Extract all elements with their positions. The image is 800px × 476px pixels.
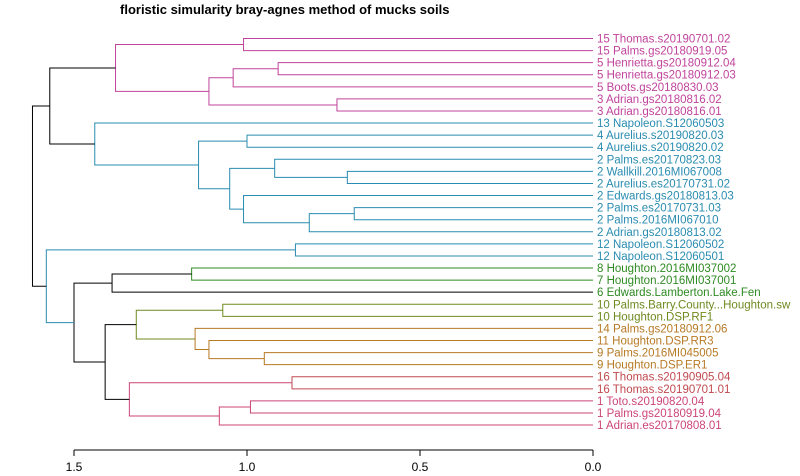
leaf-label: 4 Aurelius.s20190820.02 (597, 142, 724, 154)
merge-link-5 (208, 77, 337, 106)
axis-tick-label: 0.5 (412, 460, 429, 474)
axis-tick-label: 0.0 (585, 460, 602, 474)
leaf-label: 11 Houghton.DSP.RR3 (597, 336, 714, 348)
chart-title: floristic simularity bray-agnes method o… (120, 2, 449, 17)
x-axis: 1.5 1.0 0.5 0.0 (66, 449, 602, 474)
merge-link-23 (194, 327, 593, 351)
merge-link-6 (115, 44, 244, 92)
leaf-label: 2 Palms.es20170823.03 (597, 154, 721, 166)
merge-link-30 (73, 282, 113, 363)
leaf-label: 13 Napoleon.S12060503 (597, 118, 724, 130)
merge-link-32 (31, 105, 50, 287)
leaf-label: 2 Aurelius.es20170731.02 (597, 178, 730, 190)
merge-link-9 (274, 158, 593, 178)
leaf-label: 10 Houghton.DSP.RF1 (597, 311, 713, 323)
leaf-label: 14 Palms.gs20180912.06 (597, 323, 727, 335)
merge-link-22 (208, 340, 593, 360)
leaf-label: 12 Napoleon.S12060502 (597, 239, 724, 251)
axis-tick-label: 1.5 (66, 460, 83, 474)
leaf-label: 12 Napoleon.S12060501 (597, 251, 724, 263)
merge-link-17 (294, 243, 593, 257)
merge-link-20 (222, 303, 593, 317)
leaf-label: 15 Thomas.s20190701.02 (597, 34, 730, 46)
leaf-label: 5 Boots.gs20180830.03 (597, 82, 719, 94)
leaf-label: 4 Aurelius.s20190820.03 (597, 130, 724, 142)
leaf-label: 10 Palms.Barry.County...Houghton.sw (597, 299, 791, 311)
leaf-label: 16 Thomas.s20190905.04 (597, 372, 731, 384)
merge-link-3 (232, 68, 593, 88)
merge-link-11 (308, 213, 593, 233)
leaf-label: 9 Palms.2016MI045005 (597, 348, 718, 360)
leaf-label: 2 Edwards.gs20180813.03 (597, 191, 734, 203)
leaf-label: 1 Adrian.es20170808.01 (597, 420, 722, 432)
leaf-label: 1 Palms.gs20180919.04 (597, 408, 722, 420)
merge-link-15 (94, 122, 593, 166)
merge-link-26 (249, 400, 593, 414)
merge-link-25 (291, 376, 593, 390)
leaf-label: 2 Wallkill.2016MI067008 (597, 166, 722, 178)
leaf-label: 1 Toto.s20190820.04 (597, 396, 705, 408)
merge-link-31 (45, 249, 296, 324)
dendrogram-links (31, 38, 593, 426)
merge-link-14 (198, 140, 247, 190)
merge-link-8 (346, 170, 593, 184)
leaf-label: 15 Palms.gs20180919.05 (597, 46, 727, 58)
merge-link-12 (243, 195, 593, 224)
leaf-label: 2 Palms.es20170731.03 (597, 203, 721, 215)
leaf-label: 9 Houghton.DSP.ER1 (597, 360, 707, 372)
merge-link-27 (218, 406, 593, 426)
leaf-label: 6 Edwards.Lamberton.Lake.Fen (597, 287, 761, 299)
leaf-label: 8 Houghton.2016MI037002 (597, 263, 736, 275)
axis-tick-label: 1.0 (239, 460, 256, 474)
leaf-label: 5 Henrietta.gs20180912.03 (597, 70, 736, 82)
leaf-label: 16 Thomas.s20190701.01 (597, 384, 730, 396)
merge-link-4 (336, 98, 593, 112)
merge-link-7 (246, 134, 593, 148)
merge-link-28 (128, 382, 292, 417)
merge-link-24 (135, 309, 223, 340)
merge-link-29 (104, 324, 137, 400)
merge-link-16 (49, 67, 116, 145)
leaf-label: 7 Houghton.2016MI037001 (597, 275, 736, 287)
merge-link-1 (243, 38, 593, 52)
leaf-label: 3 Adrian.gs20180816.01 (597, 106, 722, 118)
leaf-label: 2 Palms.2016MI067010 (597, 215, 718, 227)
merge-link-19 (111, 273, 593, 293)
merge-link-13 (229, 167, 275, 210)
merge-link-18 (191, 267, 593, 281)
merge-link-2 (277, 62, 593, 76)
leaf-label: 5 Henrietta.gs20180912.04 (597, 58, 736, 70)
leaf-label: 3 Adrian.gs20180816.02 (597, 94, 722, 106)
merge-link-10 (353, 207, 593, 221)
merge-link-21 (263, 352, 593, 366)
leaf-label: 2 Adrian.gs20180813.02 (597, 227, 722, 239)
